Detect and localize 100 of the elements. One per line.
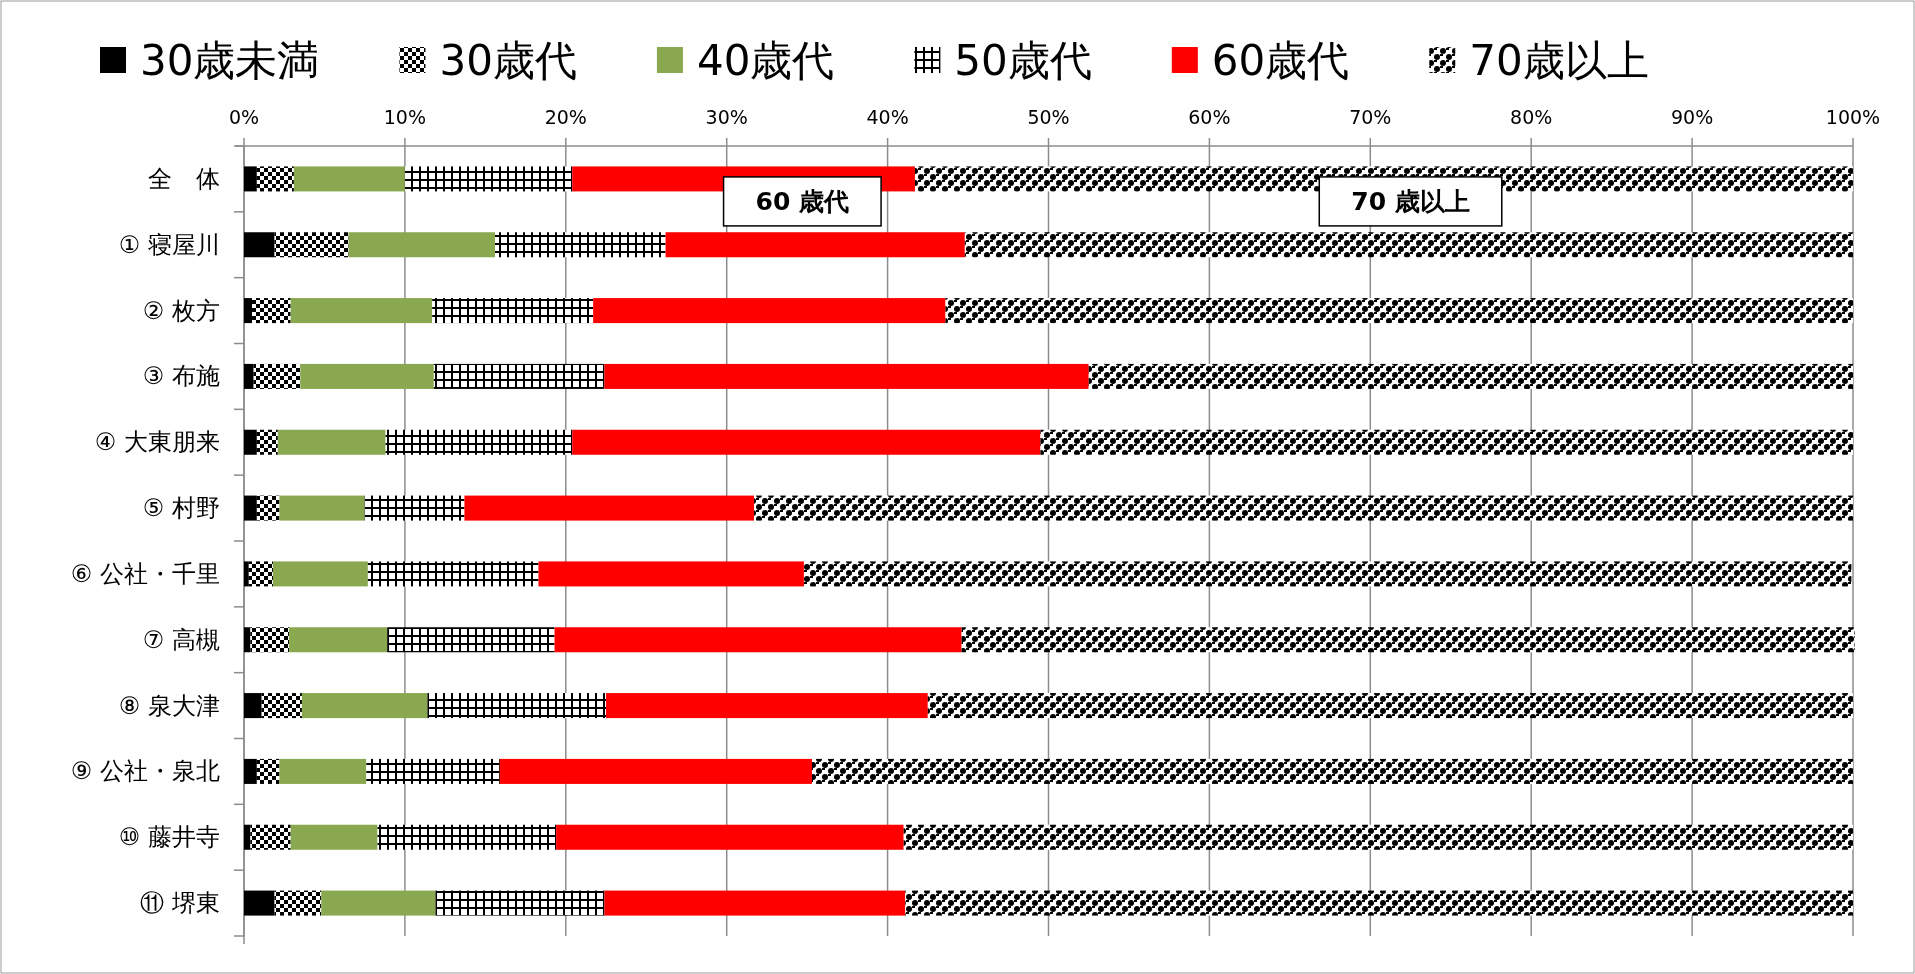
bar [427,693,607,719]
x-tick-label: 60% [1188,106,1231,128]
bar [274,890,322,916]
bar [289,627,388,653]
y-tick-label: ⑩ 藤井寺 [118,823,220,852]
bar [277,429,386,455]
bar [903,824,1853,850]
bar [385,429,573,455]
bar [499,758,812,784]
bar [244,429,257,455]
y-tick-label: 全 体 [148,164,220,193]
bar [961,627,1855,653]
bar [252,298,291,324]
bar [927,693,1853,719]
bar [301,693,428,719]
bar [538,561,804,587]
bar [256,758,280,784]
bar [248,561,273,587]
bar [256,429,278,455]
bar [244,232,275,258]
y-tick-label: ⑤ 村野 [142,494,220,523]
y-tick-label: ⑧ 泉大津 [118,691,220,720]
x-tick-label: 40% [866,106,909,128]
bar [250,824,291,850]
bar [348,232,495,258]
bar [250,627,290,653]
bar [244,890,275,916]
bar [256,495,280,521]
x-tick-label: 10% [383,106,427,128]
bar [665,232,965,258]
bar [256,166,294,192]
bar [244,495,257,521]
bar [432,298,594,324]
x-tick-label: 70% [1349,106,1392,128]
bar [244,298,253,324]
y-tick-label: ⑥ 公社・千里 [70,559,220,588]
bar [604,363,1089,389]
bar [244,758,257,784]
annotation: 70 歳以上 [1351,186,1470,216]
bar [293,166,405,192]
bar [300,363,434,389]
bar [244,693,262,719]
legend-label: 30歳代 [439,36,577,85]
bar [964,232,1853,258]
x-tick-label: 30% [705,106,748,128]
x-tick-label: 20% [544,106,587,128]
bar [279,495,365,521]
bar [1088,363,1853,389]
y-tick-label: ① 寝屋川 [118,230,220,259]
bar [803,561,1852,587]
legend-label: 60歳代 [1211,36,1350,85]
bar [244,561,249,587]
bar [253,363,301,389]
x-tick-label: 50% [1027,106,1070,128]
x-tick-label: 80% [1510,106,1553,128]
bar [244,627,251,653]
bar [366,758,500,784]
bar [377,824,557,850]
y-tick-label: ⑪ 堺東 [140,889,220,918]
bar [811,758,1853,784]
bar [261,693,302,719]
bar [387,627,555,653]
bar [290,824,378,850]
x-tick-label: 100% [1825,106,1881,128]
bar [606,693,928,719]
bar [754,495,1853,521]
bar [495,232,666,258]
legend-label: 40歳代 [696,36,835,85]
y-tick-label: ⑦ 高槻 [142,625,220,654]
bar [321,890,436,916]
y-tick-label: ⑨ 公社・泉北 [70,757,220,786]
bar [604,890,906,916]
bar [556,824,904,850]
bar [1040,429,1853,455]
bar [274,232,349,258]
annotation: 60 歳代 [755,186,850,216]
bar [404,166,573,192]
bar [272,561,368,587]
bar [244,166,257,192]
bar [572,429,1041,455]
bar [905,890,1853,916]
bar [435,890,605,916]
bar [244,363,254,389]
x-tick-label: 90% [1670,106,1714,128]
bar [554,627,962,653]
bar [367,561,539,587]
y-tick-label: ③ 布施 [142,362,220,391]
legend-label: 30歳未満 [140,36,320,85]
bar [433,363,605,389]
bar [244,824,251,850]
bar [464,495,755,521]
legend-label: 70歳以上 [1469,36,1649,85]
bar [279,758,367,784]
bar [593,298,946,324]
bar [290,298,433,324]
bar [945,298,1853,324]
y-tick-label: ② 枚方 [142,296,220,325]
y-tick-label: ④ 大東朋来 [94,428,220,457]
legend-label: 50歳代 [954,36,1092,85]
x-tick-label: 0% [228,106,260,128]
